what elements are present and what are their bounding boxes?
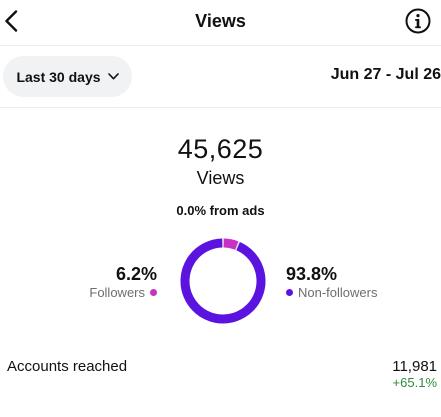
date-range-dropdown[interactable]: Last 30 days <box>3 56 132 97</box>
non-followers-percent: 93.8% <box>286 264 338 284</box>
non-followers-segment <box>180 238 266 324</box>
chevron-left-icon <box>5 10 18 32</box>
page-title: Views <box>195 11 246 31</box>
top-bar: Views <box>0 0 441 46</box>
date-range-dropdown-label: Last 30 days <box>16 68 101 85</box>
followers-dot <box>150 289 157 296</box>
followers-percent: 6.2% <box>115 264 157 284</box>
back-button[interactable] <box>0 6 22 36</box>
non-followers-label: Non-followers <box>298 285 378 300</box>
accounts-reached-change: +65.1% <box>392 375 437 390</box>
followers-stat: 6.2% Followers <box>89 264 157 300</box>
filter-divider <box>0 107 441 108</box>
non-followers-legend: Non-followers <box>286 285 377 300</box>
followers-segment <box>223 238 239 250</box>
followers-legend: Followers <box>89 285 157 300</box>
ads-percentage: 0.0% from ads <box>176 203 265 218</box>
date-range-text: Jun 27 - Jul 26 <box>330 66 441 83</box>
non-followers-stat: 93.8% Non-followers <box>286 264 377 300</box>
header-divider <box>0 45 441 46</box>
info-icon <box>405 8 431 34</box>
accounts-reached-label: Accounts reached <box>7 358 128 375</box>
views-donut-chart <box>180 238 266 324</box>
accounts-reached-value: 11,981 <box>392 358 437 375</box>
info-button[interactable] <box>405 8 431 34</box>
followers-label: Followers <box>89 285 145 300</box>
total-views-count: 45,625 <box>177 134 264 164</box>
chevron-down-icon <box>107 73 119 80</box>
views-label: Views <box>196 168 245 188</box>
non-followers-dot <box>286 289 293 296</box>
